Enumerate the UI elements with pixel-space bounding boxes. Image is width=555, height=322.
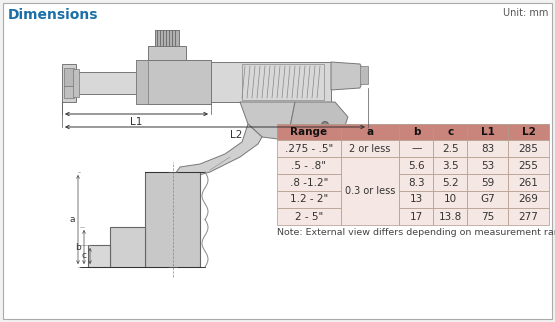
FancyBboxPatch shape [508, 191, 549, 208]
FancyBboxPatch shape [341, 124, 400, 140]
FancyBboxPatch shape [62, 64, 76, 102]
Text: 0.3 or less: 0.3 or less [345, 186, 395, 196]
FancyBboxPatch shape [433, 208, 467, 225]
Text: 269: 269 [519, 194, 538, 204]
Text: 1.2 - 2": 1.2 - 2" [290, 194, 328, 204]
Polygon shape [290, 102, 348, 142]
FancyBboxPatch shape [467, 157, 508, 174]
FancyBboxPatch shape [148, 46, 186, 60]
FancyBboxPatch shape [277, 174, 341, 191]
Polygon shape [172, 174, 185, 187]
FancyBboxPatch shape [211, 62, 331, 102]
FancyBboxPatch shape [433, 157, 467, 174]
Text: .275 - .5": .275 - .5" [285, 144, 333, 154]
Polygon shape [175, 124, 262, 179]
Text: 8.3: 8.3 [408, 177, 425, 187]
FancyBboxPatch shape [400, 191, 433, 208]
FancyBboxPatch shape [155, 30, 179, 46]
Text: 13: 13 [410, 194, 423, 204]
Text: L2: L2 [230, 130, 243, 140]
Text: 10: 10 [444, 194, 457, 204]
Text: 5.6: 5.6 [408, 160, 425, 171]
Text: 285: 285 [519, 144, 538, 154]
FancyBboxPatch shape [73, 69, 79, 97]
Text: 255: 255 [519, 160, 538, 171]
Text: Note: External view differs depending on measurement range.: Note: External view differs depending on… [277, 228, 555, 237]
FancyBboxPatch shape [3, 3, 552, 319]
Text: .8 -1.2": .8 -1.2" [290, 177, 328, 187]
FancyBboxPatch shape [145, 172, 200, 267]
FancyBboxPatch shape [64, 68, 74, 86]
Text: a: a [69, 215, 75, 224]
FancyBboxPatch shape [400, 140, 433, 157]
Text: .5 - .8": .5 - .8" [291, 160, 326, 171]
Text: c: c [82, 251, 87, 260]
Text: Range: Range [290, 127, 327, 137]
Text: 2 or less: 2 or less [350, 144, 391, 154]
Text: Dimensions: Dimensions [8, 8, 98, 22]
Text: G7: G7 [481, 194, 495, 204]
Text: 83: 83 [481, 144, 495, 154]
Text: b: b [75, 242, 81, 251]
FancyBboxPatch shape [136, 60, 211, 104]
Text: 53: 53 [481, 160, 495, 171]
Text: 5.2: 5.2 [442, 177, 459, 187]
Text: 17: 17 [410, 212, 423, 222]
Text: 261: 261 [519, 177, 538, 187]
FancyBboxPatch shape [277, 157, 341, 174]
FancyBboxPatch shape [277, 124, 341, 140]
Text: L2: L2 [522, 127, 536, 137]
Text: —: — [411, 144, 422, 154]
FancyBboxPatch shape [433, 191, 467, 208]
FancyBboxPatch shape [110, 227, 145, 267]
FancyBboxPatch shape [508, 208, 549, 225]
FancyBboxPatch shape [433, 174, 467, 191]
FancyBboxPatch shape [508, 174, 549, 191]
Circle shape [321, 121, 329, 128]
Polygon shape [240, 102, 295, 139]
Text: a: a [367, 127, 374, 137]
FancyBboxPatch shape [360, 66, 368, 84]
FancyBboxPatch shape [467, 208, 508, 225]
Text: L1: L1 [481, 127, 495, 137]
FancyBboxPatch shape [277, 140, 341, 157]
FancyBboxPatch shape [508, 140, 549, 157]
FancyBboxPatch shape [433, 140, 467, 157]
Polygon shape [136, 60, 148, 104]
FancyBboxPatch shape [88, 245, 110, 267]
FancyBboxPatch shape [467, 174, 508, 191]
FancyBboxPatch shape [508, 157, 549, 174]
FancyBboxPatch shape [467, 124, 508, 140]
FancyBboxPatch shape [400, 174, 433, 191]
FancyBboxPatch shape [433, 124, 467, 140]
Text: 2 - 5": 2 - 5" [295, 212, 323, 222]
Text: 75: 75 [481, 212, 495, 222]
Polygon shape [331, 62, 365, 90]
Text: b: b [413, 127, 420, 137]
Text: 3.5: 3.5 [442, 160, 459, 171]
Text: 13.8: 13.8 [439, 212, 462, 222]
Text: c: c [447, 127, 453, 137]
FancyBboxPatch shape [400, 157, 433, 174]
FancyBboxPatch shape [400, 208, 433, 225]
FancyBboxPatch shape [277, 191, 341, 208]
FancyBboxPatch shape [508, 124, 549, 140]
FancyBboxPatch shape [277, 208, 341, 225]
FancyBboxPatch shape [76, 72, 136, 94]
Text: Unit: mm: Unit: mm [503, 8, 548, 18]
Text: 59: 59 [481, 177, 495, 187]
Text: 277: 277 [519, 212, 538, 222]
FancyBboxPatch shape [467, 191, 508, 208]
FancyBboxPatch shape [341, 157, 400, 225]
Text: 2.5: 2.5 [442, 144, 459, 154]
FancyBboxPatch shape [400, 124, 433, 140]
Text: L1: L1 [130, 117, 143, 127]
FancyBboxPatch shape [467, 140, 508, 157]
FancyBboxPatch shape [341, 140, 400, 157]
FancyBboxPatch shape [64, 86, 74, 98]
